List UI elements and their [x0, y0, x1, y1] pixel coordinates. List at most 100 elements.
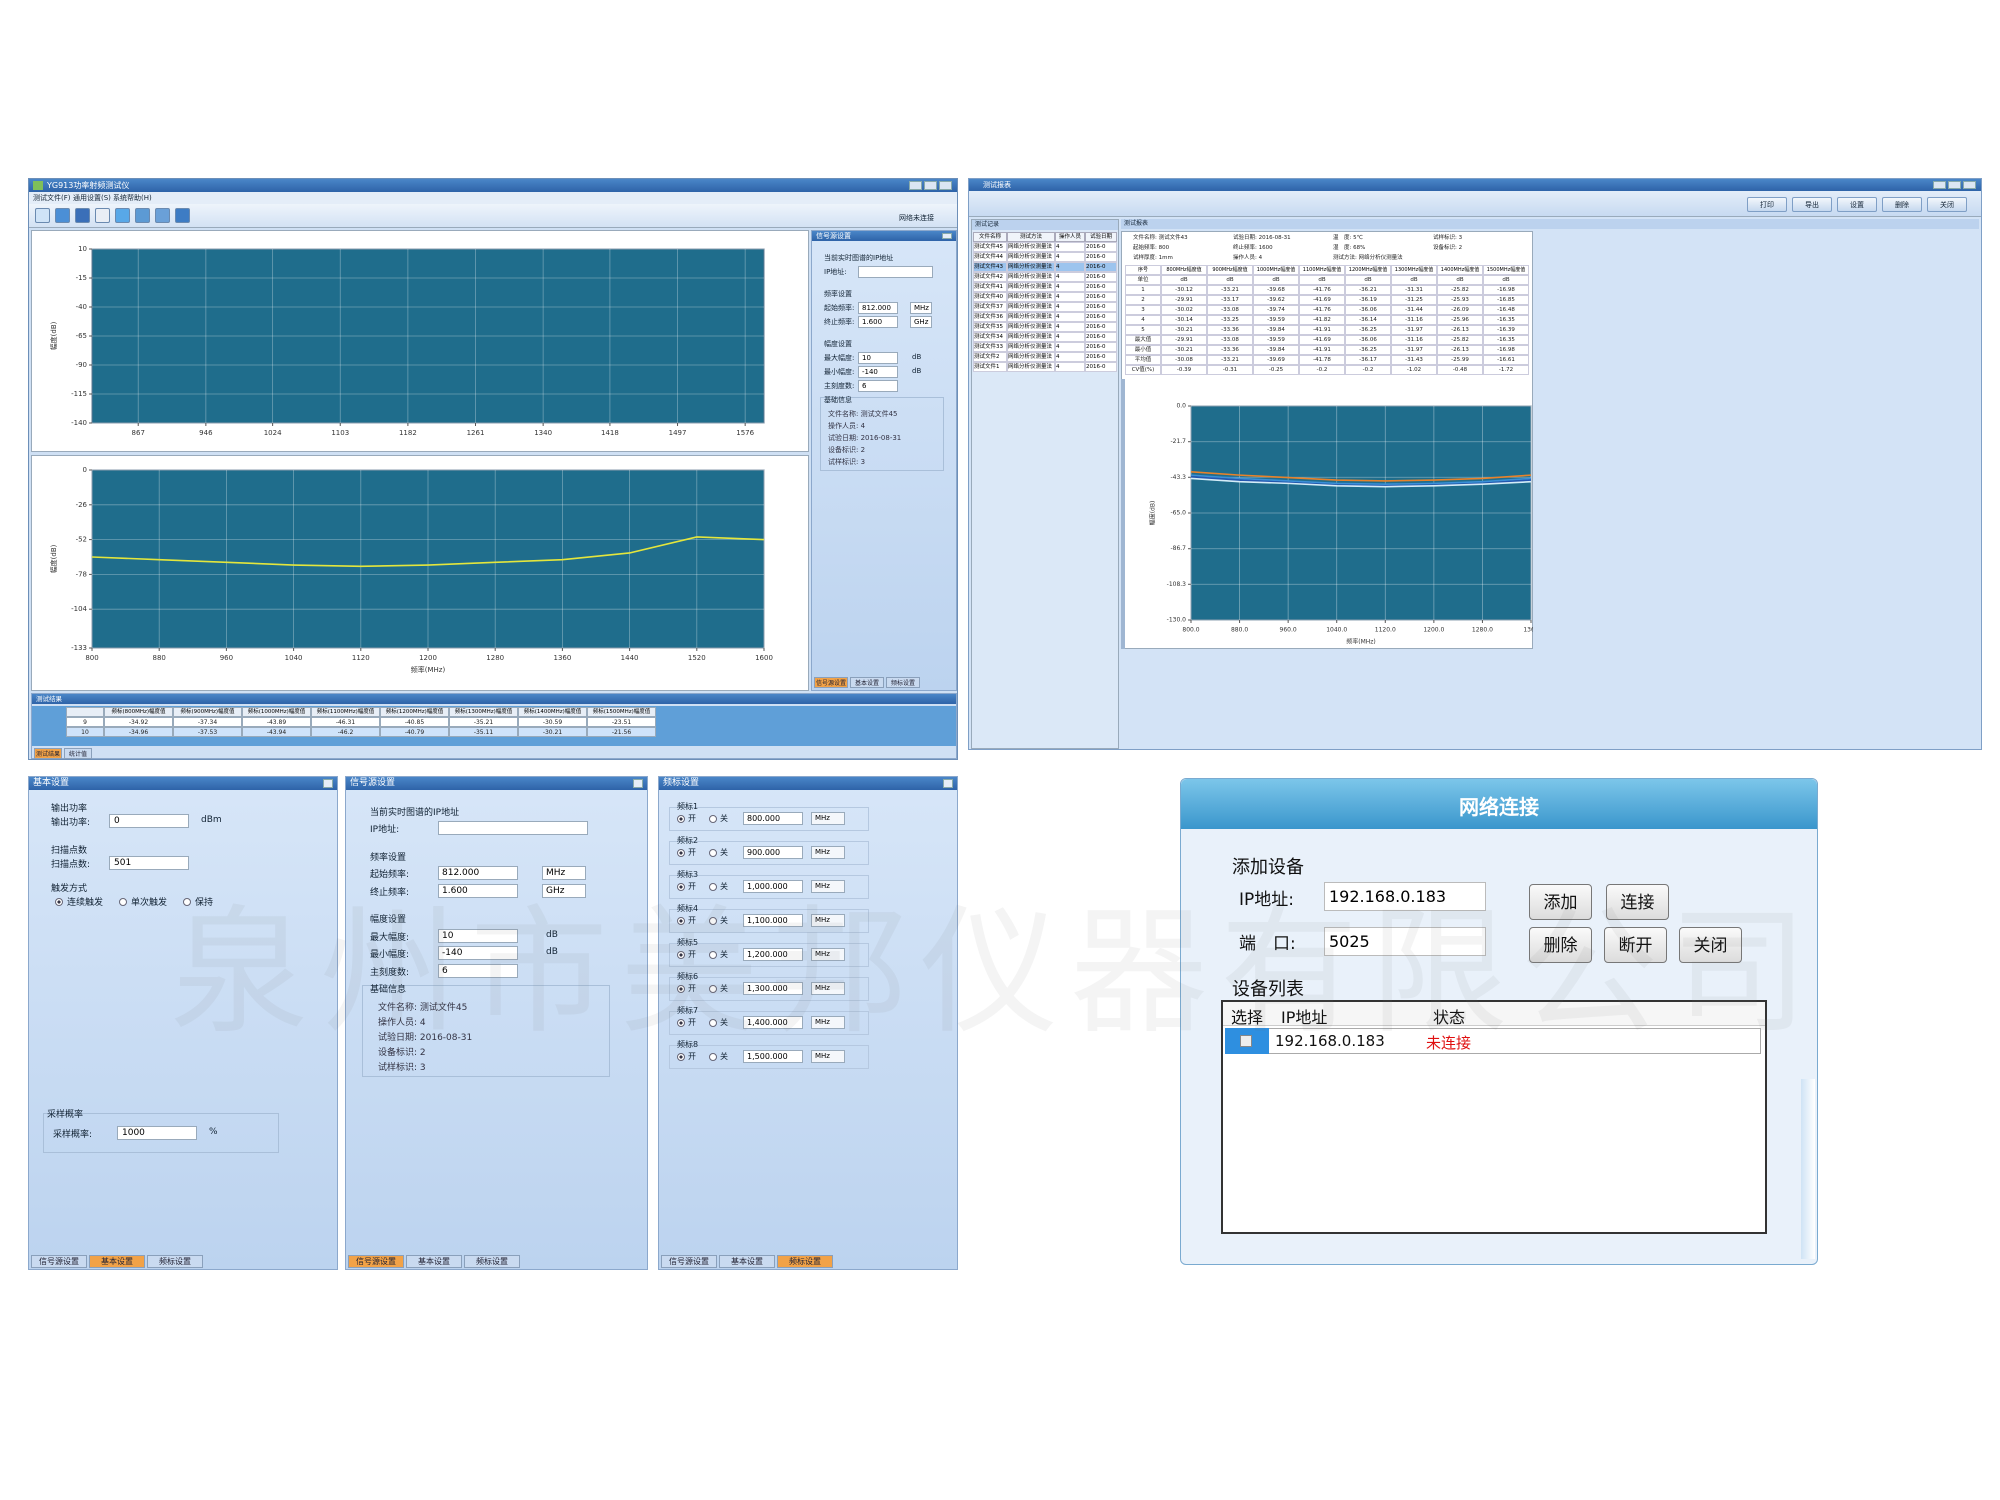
radio-button[interactable] [709, 917, 717, 925]
window-control[interactable] [1963, 181, 1976, 189]
dropdown[interactable] [438, 820, 588, 835]
dropdown[interactable]: MHz [811, 812, 845, 825]
table-cell[interactable]: 4 [1055, 262, 1085, 272]
table-cell[interactable]: 测试文件43 [973, 262, 1007, 272]
window-control[interactable] [924, 181, 937, 190]
dropdown[interactable]: MHz [811, 846, 845, 859]
radio-button[interactable] [709, 951, 717, 959]
button[interactable]: 连接 [1606, 884, 1669, 920]
radio-button[interactable] [677, 849, 685, 857]
table-cell[interactable]: 4 [1055, 282, 1085, 292]
table-cell[interactable]: 4 [1055, 332, 1085, 342]
tab[interactable]: 频标设置 [464, 1255, 520, 1268]
tab[interactable]: 频标设置 [777, 1255, 833, 1268]
input[interactable]: 1,400.000 [743, 1016, 803, 1029]
table-cell[interactable]: 4 [1055, 362, 1085, 372]
input[interactable]: 5025 [1324, 927, 1486, 956]
radio-button[interactable] [55, 898, 63, 906]
table-cell[interactable]: 4 [1055, 292, 1085, 302]
radio-button[interactable] [677, 917, 685, 925]
dropdown[interactable]: MHz [811, 880, 845, 893]
dropdown[interactable]: MHz [811, 1050, 845, 1063]
toolbar-icon[interactable] [35, 208, 50, 223]
table-cell[interactable]: 2016-0 [1085, 302, 1117, 312]
toolbar-icon[interactable] [55, 208, 70, 223]
table-cell[interactable]: 测试文件36 [973, 312, 1007, 322]
input[interactable]: 0 [109, 814, 189, 828]
table-cell[interactable]: 网络分析仪测量法 [1007, 252, 1055, 262]
dropdown[interactable]: MHz [811, 1016, 845, 1029]
table-cell[interactable]: 网络分析仪测量法 [1007, 282, 1055, 292]
table-cell[interactable]: 网络分析仪测量法 [1007, 302, 1055, 312]
table-cell[interactable]: 测试文件33 [973, 342, 1007, 352]
table-cell[interactable]: 2016-0 [1085, 242, 1117, 252]
table-cell[interactable]: 4 [1055, 352, 1085, 362]
toolbar-icon[interactable] [155, 208, 170, 223]
input[interactable]: 1,300.000 [743, 982, 803, 995]
input[interactable]: MHz [910, 302, 932, 314]
table-cell[interactable]: 测试文件45 [973, 242, 1007, 252]
table-cell[interactable]: 2016-0 [1085, 252, 1117, 262]
input[interactable]: 800.000 [743, 812, 803, 825]
button[interactable]: 添加 [1529, 884, 1592, 920]
table-cell[interactable]: 测试文件40 [973, 292, 1007, 302]
window-control[interactable] [909, 181, 922, 190]
table-cell[interactable]: 2016-0 [1085, 332, 1117, 342]
radio-button[interactable] [183, 898, 191, 906]
table-cell[interactable]: 测试文件1 [973, 362, 1007, 372]
dropdown[interactable] [858, 266, 933, 278]
table-cell[interactable]: 网络分析仪测量法 [1007, 352, 1055, 362]
table-cell[interactable]: 4 [1055, 252, 1085, 262]
radio-button[interactable] [709, 1053, 717, 1061]
table-cell[interactable]: 测试文件35 [973, 322, 1007, 332]
radio-button[interactable] [677, 883, 685, 891]
input[interactable]: 1000 [117, 1126, 197, 1140]
table-cell[interactable]: 4 [1055, 242, 1085, 252]
radio-button[interactable] [677, 815, 685, 823]
table-cell[interactable]: 测试文件2 [973, 352, 1007, 362]
button[interactable]: 设置 [1837, 197, 1877, 212]
window-control[interactable] [1933, 181, 1946, 189]
table-cell[interactable]: 网络分析仪测量法 [1007, 262, 1055, 272]
button[interactable]: 关闭 [1927, 197, 1967, 212]
table-cell[interactable]: 测试文件34 [973, 332, 1007, 342]
checkbox[interactable] [1240, 1035, 1252, 1047]
tab[interactable]: 信号源设置 [814, 677, 848, 688]
close-button[interactable] [942, 233, 952, 239]
input[interactable]: 6 [438, 963, 518, 978]
input[interactable]: 192.168.0.183 [1324, 882, 1486, 911]
table-cell[interactable]: 网络分析仪测量法 [1007, 292, 1055, 302]
table-cell[interactable]: 网络分析仪测量法 [1007, 362, 1055, 372]
table-cell[interactable]: 网络分析仪测量法 [1007, 342, 1055, 352]
table-cell[interactable]: 网络分析仪测量法 [1007, 322, 1055, 332]
toolbar-icon[interactable] [175, 208, 190, 223]
radio-button[interactable] [709, 849, 717, 857]
table-cell[interactable]: 2016-0 [1085, 282, 1117, 292]
tab[interactable]: 信号源设置 [31, 1255, 87, 1268]
table-cell[interactable]: 4 [1055, 342, 1085, 352]
input[interactable]: MHz [542, 866, 586, 880]
input[interactable]: 501 [109, 856, 189, 870]
input[interactable]: 1,500.000 [743, 1050, 803, 1063]
tab[interactable]: 测试结果 [34, 748, 62, 759]
input[interactable]: 6 [858, 380, 898, 392]
tab[interactable]: 信号源设置 [661, 1255, 717, 1268]
table-cell[interactable]: 2016-0 [1085, 362, 1117, 372]
close-button[interactable] [633, 779, 643, 788]
table-cell[interactable]: 测试文件41 [973, 282, 1007, 292]
table-cell[interactable]: 4 [1055, 302, 1085, 312]
input[interactable]: 1,200.000 [743, 948, 803, 961]
toolbar-icon[interactable] [75, 208, 90, 223]
tab[interactable]: 基本设置 [719, 1255, 775, 1268]
input[interactable]: 10 [858, 352, 898, 364]
tab[interactable]: 频标设置 [886, 677, 920, 688]
table-cell[interactable]: 4 [1055, 272, 1085, 282]
table-cell[interactable]: 4 [1055, 312, 1085, 322]
tab[interactable]: 基本设置 [406, 1255, 462, 1268]
table-cell[interactable]: 2016-0 [1085, 272, 1117, 282]
button[interactable]: 导出 [1792, 197, 1832, 212]
button[interactable]: 打印 [1747, 197, 1787, 212]
toolbar-icon[interactable] [115, 208, 130, 223]
table-cell[interactable]: 2016-0 [1085, 352, 1117, 362]
radio-button[interactable] [709, 985, 717, 993]
